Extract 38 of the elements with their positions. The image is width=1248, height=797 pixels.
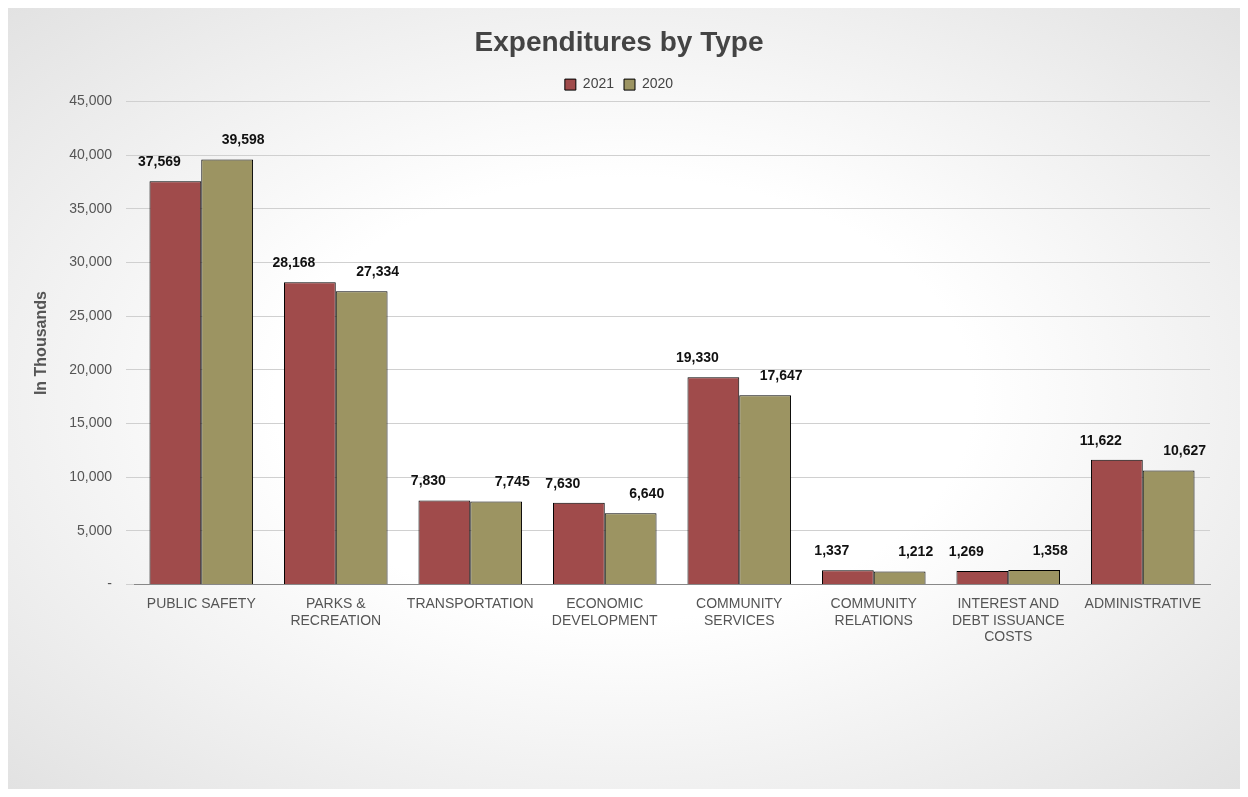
data-label: 27,334 [356,263,400,280]
y-tick-label: 20,000 [69,360,113,377]
x-tick-label: PUBLIC SAFETY [146,594,257,611]
x-tick-label: INTEREST AND DEBT ISSUANCE COSTS [951,594,1065,645]
data-label: 39,598 [221,131,265,148]
data-label: 28,168 [272,254,316,271]
data-label: 7,745 [494,473,530,490]
legend-label: 2020 [642,75,674,92]
legend-label: 2021 [582,75,615,92]
y-tick-label: 45,000 [69,92,113,109]
y-tick-label: 40,000 [69,146,113,163]
y-tick-label: 35,000 [69,199,113,216]
data-label: 11,622 [1079,431,1123,448]
data-label: 37,569 [137,153,181,170]
x-tick-label: TRANSPORTATION [406,594,534,611]
data-label: 7,630 [545,474,581,491]
data-label: 10,627 [1163,442,1207,459]
data-label: 1,358 [1032,541,1068,558]
y-tick-label: - [107,575,113,592]
data-label: 1,212 [898,543,934,560]
y-tick-label: 25,000 [69,307,113,324]
x-tick-label: COMMUNITY RELATIONS [830,594,918,628]
chart-title: Expenditures by Type [474,25,764,57]
data-label: 19,330 [675,348,719,365]
y-tick-label: 30,000 [69,253,113,270]
y-tick-label: 15,000 [69,414,113,431]
data-label: 7,830 [410,472,447,489]
x-tick-label: COMMUNITY SERVICES [696,594,784,628]
y-tick-label: 10,000 [69,468,113,485]
data-label: 17,647 [759,367,803,384]
y-tick-label: 5,000 [76,521,113,538]
data-label: 1,337 [814,542,850,559]
x-tick-label: ADMINISTRATIVE [1084,594,1201,611]
data-label: 6,640 [629,485,665,502]
y-axis-title: In Thousands [32,291,50,396]
data-label: 1,269 [948,542,985,559]
x-tick-label: ECONOMIC DEVELOPMENT [551,594,659,628]
x-tick-label: PARKS & RECREATION [290,594,382,628]
